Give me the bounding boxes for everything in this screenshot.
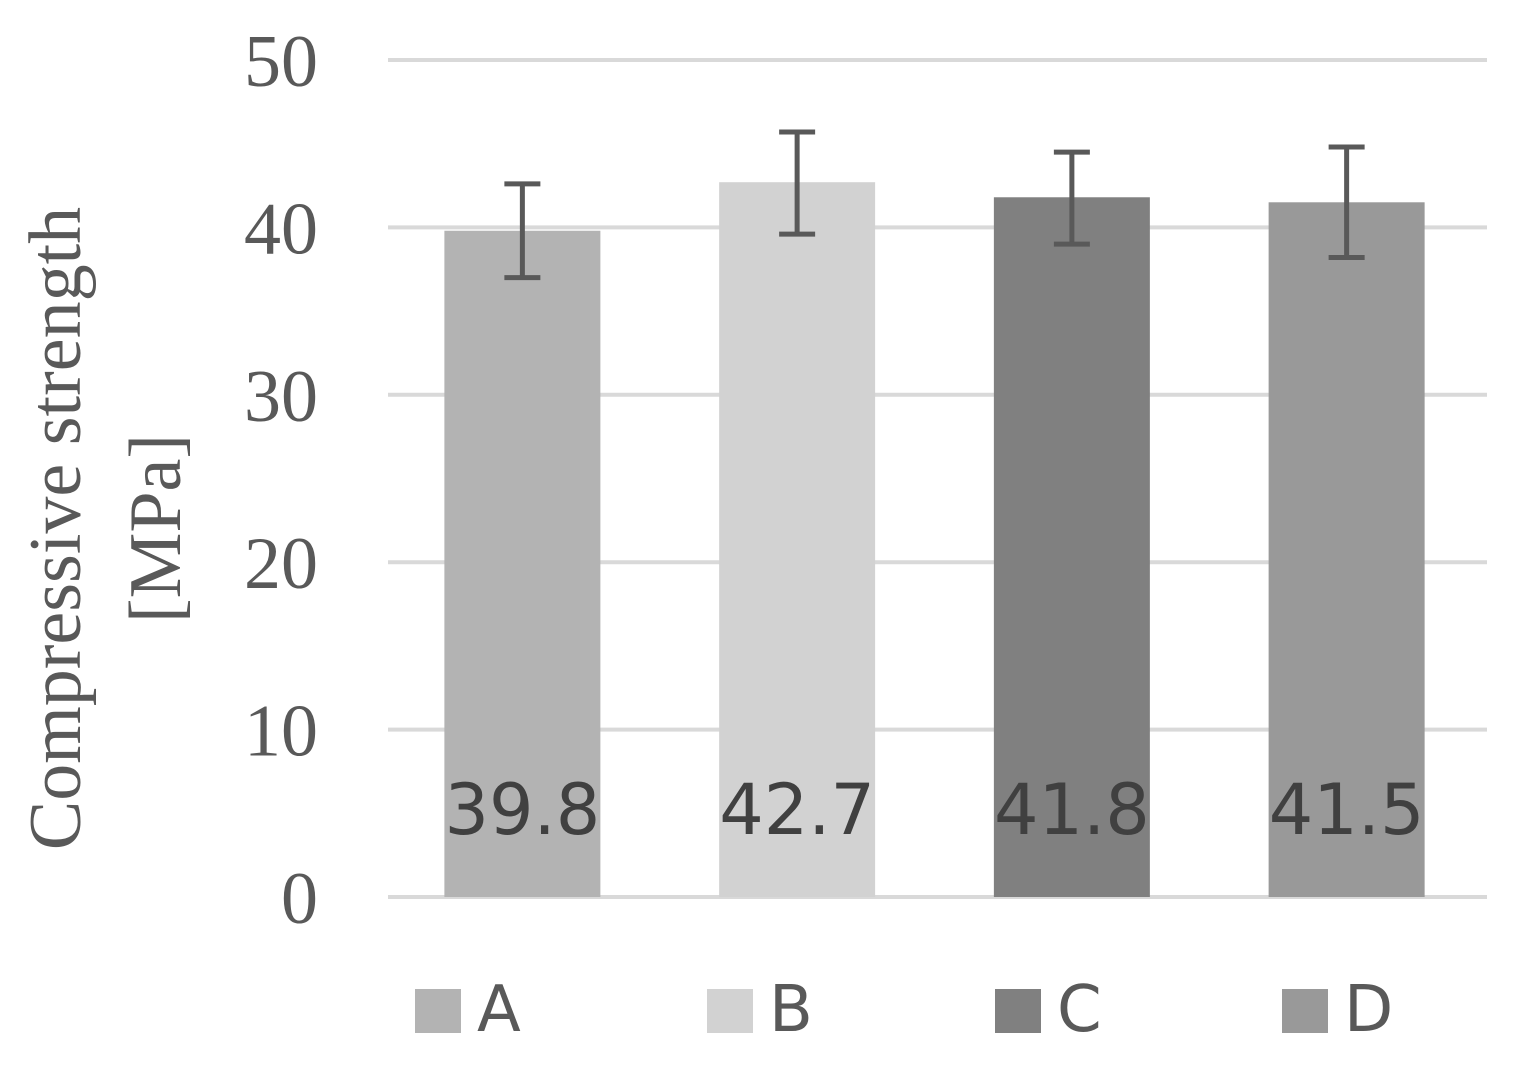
- legend-item-b: B: [707, 973, 813, 1047]
- bar-d: [1268, 202, 1425, 898]
- legend-item-c: C: [995, 973, 1102, 1047]
- data-label-d: 41.5: [1269, 769, 1425, 851]
- error-bar-d: [1328, 144, 1365, 261]
- legend-swatch: [415, 989, 461, 1033]
- bar-c: [993, 197, 1150, 897]
- y-tick-labels: 0 10 20 30 40 50: [244, 21, 318, 940]
- y-axis-title-line-1: Compressive strength: [15, 207, 97, 850]
- y-tick-label: 10: [244, 691, 318, 773]
- error-bar-a: [504, 181, 541, 281]
- legend-label: B: [769, 973, 813, 1047]
- error-bar-b: [779, 129, 816, 237]
- error-bars: [504, 129, 1365, 281]
- y-tick-label: 20: [244, 523, 318, 605]
- y-tick-label: 50: [244, 21, 318, 103]
- legend-label: C: [1057, 973, 1102, 1047]
- legend: A B C D: [415, 973, 1393, 1047]
- y-axis-title-line-2: [MPa]: [115, 434, 197, 623]
- legend-label: A: [477, 973, 521, 1047]
- data-label-b: 42.7: [719, 769, 875, 851]
- y-tick-label: 0: [281, 858, 318, 940]
- legend-item-a: A: [415, 973, 521, 1047]
- y-tick-label: 30: [244, 356, 318, 438]
- data-label-a: 39.8: [444, 769, 600, 851]
- error-bar-c: [1053, 149, 1090, 247]
- legend-swatch: [707, 989, 753, 1033]
- legend-swatch: [1282, 989, 1328, 1033]
- bar-b: [719, 182, 876, 897]
- data-label-c: 41.8: [994, 769, 1150, 851]
- data-labels: 39.8 42.7 41.8 41.5: [444, 769, 1424, 851]
- bars: [444, 182, 1425, 898]
- y-tick-label: 40: [244, 188, 318, 270]
- legend-label: D: [1344, 973, 1393, 1047]
- legend-swatch: [995, 989, 1041, 1033]
- legend-item-d: D: [1282, 973, 1393, 1047]
- bar-a: [444, 230, 601, 898]
